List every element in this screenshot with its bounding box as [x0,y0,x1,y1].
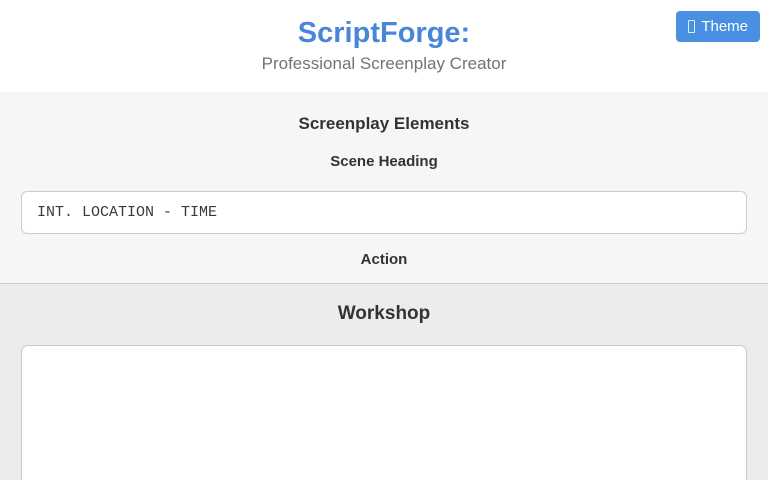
app-header: ScriptForge: Professional Screenplay Cre… [0,0,768,92]
workshop-section: Workshop [0,284,768,480]
screenplay-elements-section: Screenplay Elements Scene Heading Action [0,92,768,284]
theme-button-label: Theme [701,18,748,35]
field-label-action: Action [360,251,408,268]
theme-button[interactable]: Theme [676,11,760,42]
field-label-scene-heading: Scene Heading [330,153,438,170]
app-title: ScriptForge: [297,17,471,49]
section-title-screenplay-elements: Screenplay Elements [298,114,470,133]
app-subtitle: Professional Screenplay Creator [261,54,507,74]
workshop-editor[interactable] [21,345,747,480]
theme-icon [688,20,696,33]
scene-heading-input[interactable] [21,191,747,234]
section-title-workshop: Workshop [337,303,431,324]
